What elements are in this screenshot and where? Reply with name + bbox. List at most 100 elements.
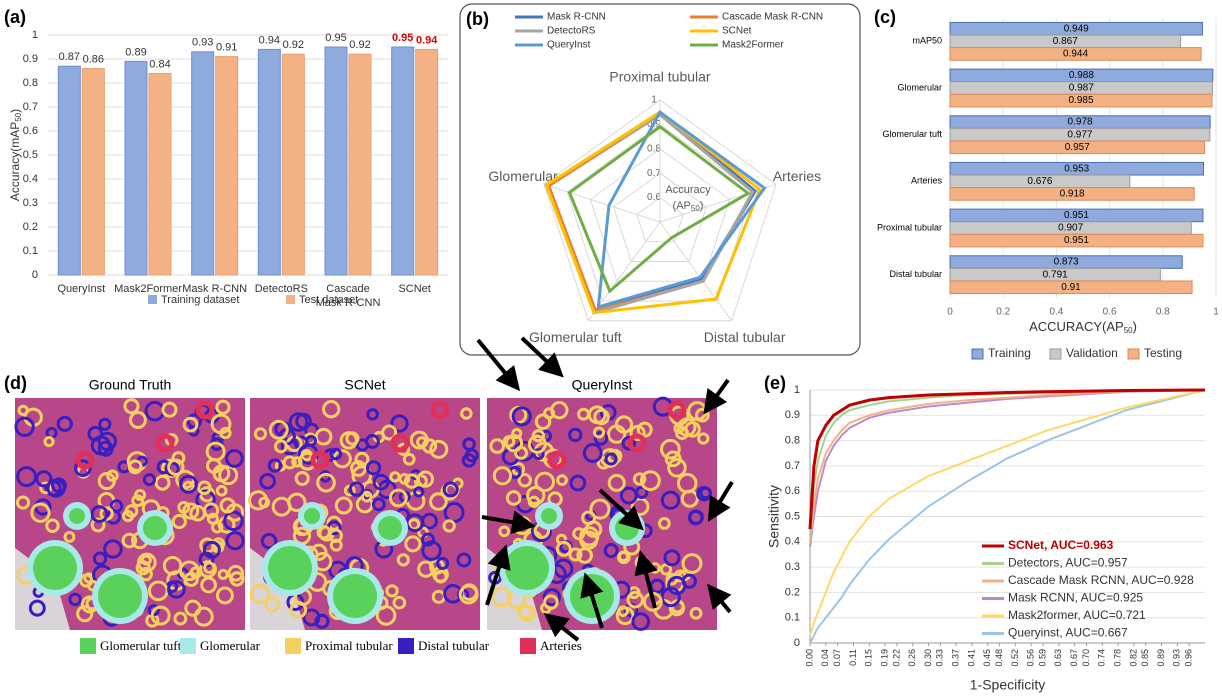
y-tick-label: 0 <box>32 269 38 281</box>
glomerular-tuft <box>33 546 77 590</box>
y-tick-label: 0.9 <box>785 409 800 421</box>
x-tick-label: 0.96 <box>1184 649 1194 667</box>
value-label: 0.907 <box>1058 223 1083 234</box>
glomerular-tuft <box>615 516 639 540</box>
x-tick-label: 0.26 <box>907 649 917 667</box>
panel-label: (c) <box>874 7 896 27</box>
y-tick-label: 0.9 <box>23 53 38 65</box>
value-label: 0.89 <box>125 46 146 58</box>
y-tick-label: 0.3 <box>785 561 800 573</box>
x-axis-label: ACCURACY(AP50) <box>1029 319 1137 335</box>
glomerular-tuft <box>378 516 402 540</box>
y-tick-label: Glomerular <box>897 82 942 92</box>
x-tick-label: 0.11 <box>848 649 858 666</box>
x-tick-label: SCNet <box>398 283 430 295</box>
bar <box>416 49 438 275</box>
value-label: 0.918 <box>1060 189 1085 200</box>
x-tick-label: 0.6 <box>1103 307 1117 318</box>
legend-swatch <box>80 638 96 654</box>
bar <box>216 57 238 275</box>
y-tick-label: 1 <box>32 29 38 41</box>
y-tick-label: 0.4 <box>23 173 38 185</box>
bar <box>82 69 104 275</box>
axis-label: Distal tubular <box>704 329 786 345</box>
legend-label: Testing <box>1144 346 1182 360</box>
x-tick-label: 0.30 <box>923 649 933 667</box>
bar <box>149 73 171 275</box>
legend-label: Mask2former, AUC=0.721 <box>1008 608 1146 622</box>
value-label: 0.988 <box>1069 70 1094 81</box>
value-label: 0.676 <box>1027 176 1052 187</box>
x-tick-label: 0.07 <box>832 649 842 667</box>
glomerular-tuft <box>541 508 557 524</box>
image-title: QueryInst <box>572 377 633 393</box>
x-tick-label: 0.93 <box>1172 649 1182 667</box>
bar <box>58 66 80 275</box>
value-label: 0.91 <box>1061 282 1081 293</box>
legend-swatch <box>148 295 157 304</box>
legend-label: Detectors, AUC=0.957 <box>1008 556 1128 570</box>
legend-swatch <box>972 349 983 359</box>
image-title: Ground Truth <box>89 377 172 393</box>
value-label: 0.873 <box>1054 257 1079 268</box>
x-tick-label: 0.48 <box>994 649 1004 667</box>
x-tick-label: 0.04 <box>820 649 830 667</box>
r-tick-label: 0.6 <box>647 192 661 203</box>
legend-label: SCNet, AUC=0.963 <box>1008 538 1114 552</box>
center-sublabel: (AP50) <box>673 200 704 213</box>
legend-swatch <box>285 638 301 654</box>
x-tick-label: 0.70 <box>1081 649 1091 667</box>
legend-label: Glomerular <box>200 638 261 653</box>
bar <box>349 54 371 275</box>
y-tick-label: 0.8 <box>785 435 800 447</box>
axis-label: Glomerular tuft <box>529 329 622 345</box>
legend-label: QueryInst <box>547 40 591 51</box>
y-axis-label-part: Accuracy(mAP <box>8 122 22 201</box>
x-tick-label: 0.78 <box>1112 649 1122 667</box>
value-label: 0.951 <box>1064 235 1089 246</box>
glomerular-tuft <box>268 546 312 590</box>
center-sublabel-part: ) <box>700 200 704 212</box>
bar <box>125 61 147 275</box>
legend-swatch <box>180 638 196 654</box>
x-tick-label: 0.41 <box>966 649 976 667</box>
value-label: 0.84 <box>149 58 170 70</box>
legend-label: Arteries <box>540 638 582 653</box>
y-tick-label: Distal tubular <box>889 269 942 279</box>
x-tick-label: 0.85 <box>1140 649 1150 667</box>
legend-label: Proximal tubular <box>305 638 393 653</box>
y-tick-label: Glomerular tuft <box>882 129 942 139</box>
value-label: 0.92 <box>283 39 304 51</box>
legend-swatch <box>1128 349 1139 359</box>
y-tick-label: 0.6 <box>23 125 38 137</box>
value-label: 0.95 <box>325 32 346 44</box>
value-label: 0.957 <box>1065 142 1090 153</box>
value-label: 0.951 <box>1064 210 1089 221</box>
page: (a)00.10.20.30.40.50.60.70.80.91Accuracy… <box>0 0 1222 696</box>
value-label: 0.87 <box>59 51 80 63</box>
x-tick-label: 0 <box>947 307 953 318</box>
legend-label: Training <box>988 346 1031 360</box>
x-tick-label: 0.82 <box>1128 649 1138 667</box>
series-line <box>810 390 1205 529</box>
y-tick-label: 0.1 <box>23 245 38 257</box>
value-label: 0.91 <box>216 42 237 54</box>
x-axis-label: 1-Specificity <box>970 677 1045 693</box>
glomerular-tuft <box>143 516 167 540</box>
r-tick-label: 1 <box>651 95 657 106</box>
legend-label: SCNet <box>722 26 752 37</box>
y-tick-label: 0.1 <box>785 612 800 624</box>
panel-label: (a) <box>4 7 26 27</box>
arrow <box>708 380 728 408</box>
x-tick-label: 0.63 <box>1053 649 1063 667</box>
x-tick-label: 0.67 <box>1069 649 1079 667</box>
glomerular-tuft <box>69 508 85 524</box>
x-axis-label-part: ) <box>1133 319 1137 334</box>
y-axis-label: Accuracy(mAP50) <box>8 109 23 201</box>
x-tick-label: 0.89 <box>1156 649 1166 667</box>
bar <box>192 52 214 275</box>
value-label: 0.978 <box>1068 117 1093 128</box>
value-label: 0.791 <box>1043 269 1068 280</box>
axis-label: Proximal tubular <box>609 69 710 85</box>
axis-label: Glomerular <box>488 168 558 184</box>
